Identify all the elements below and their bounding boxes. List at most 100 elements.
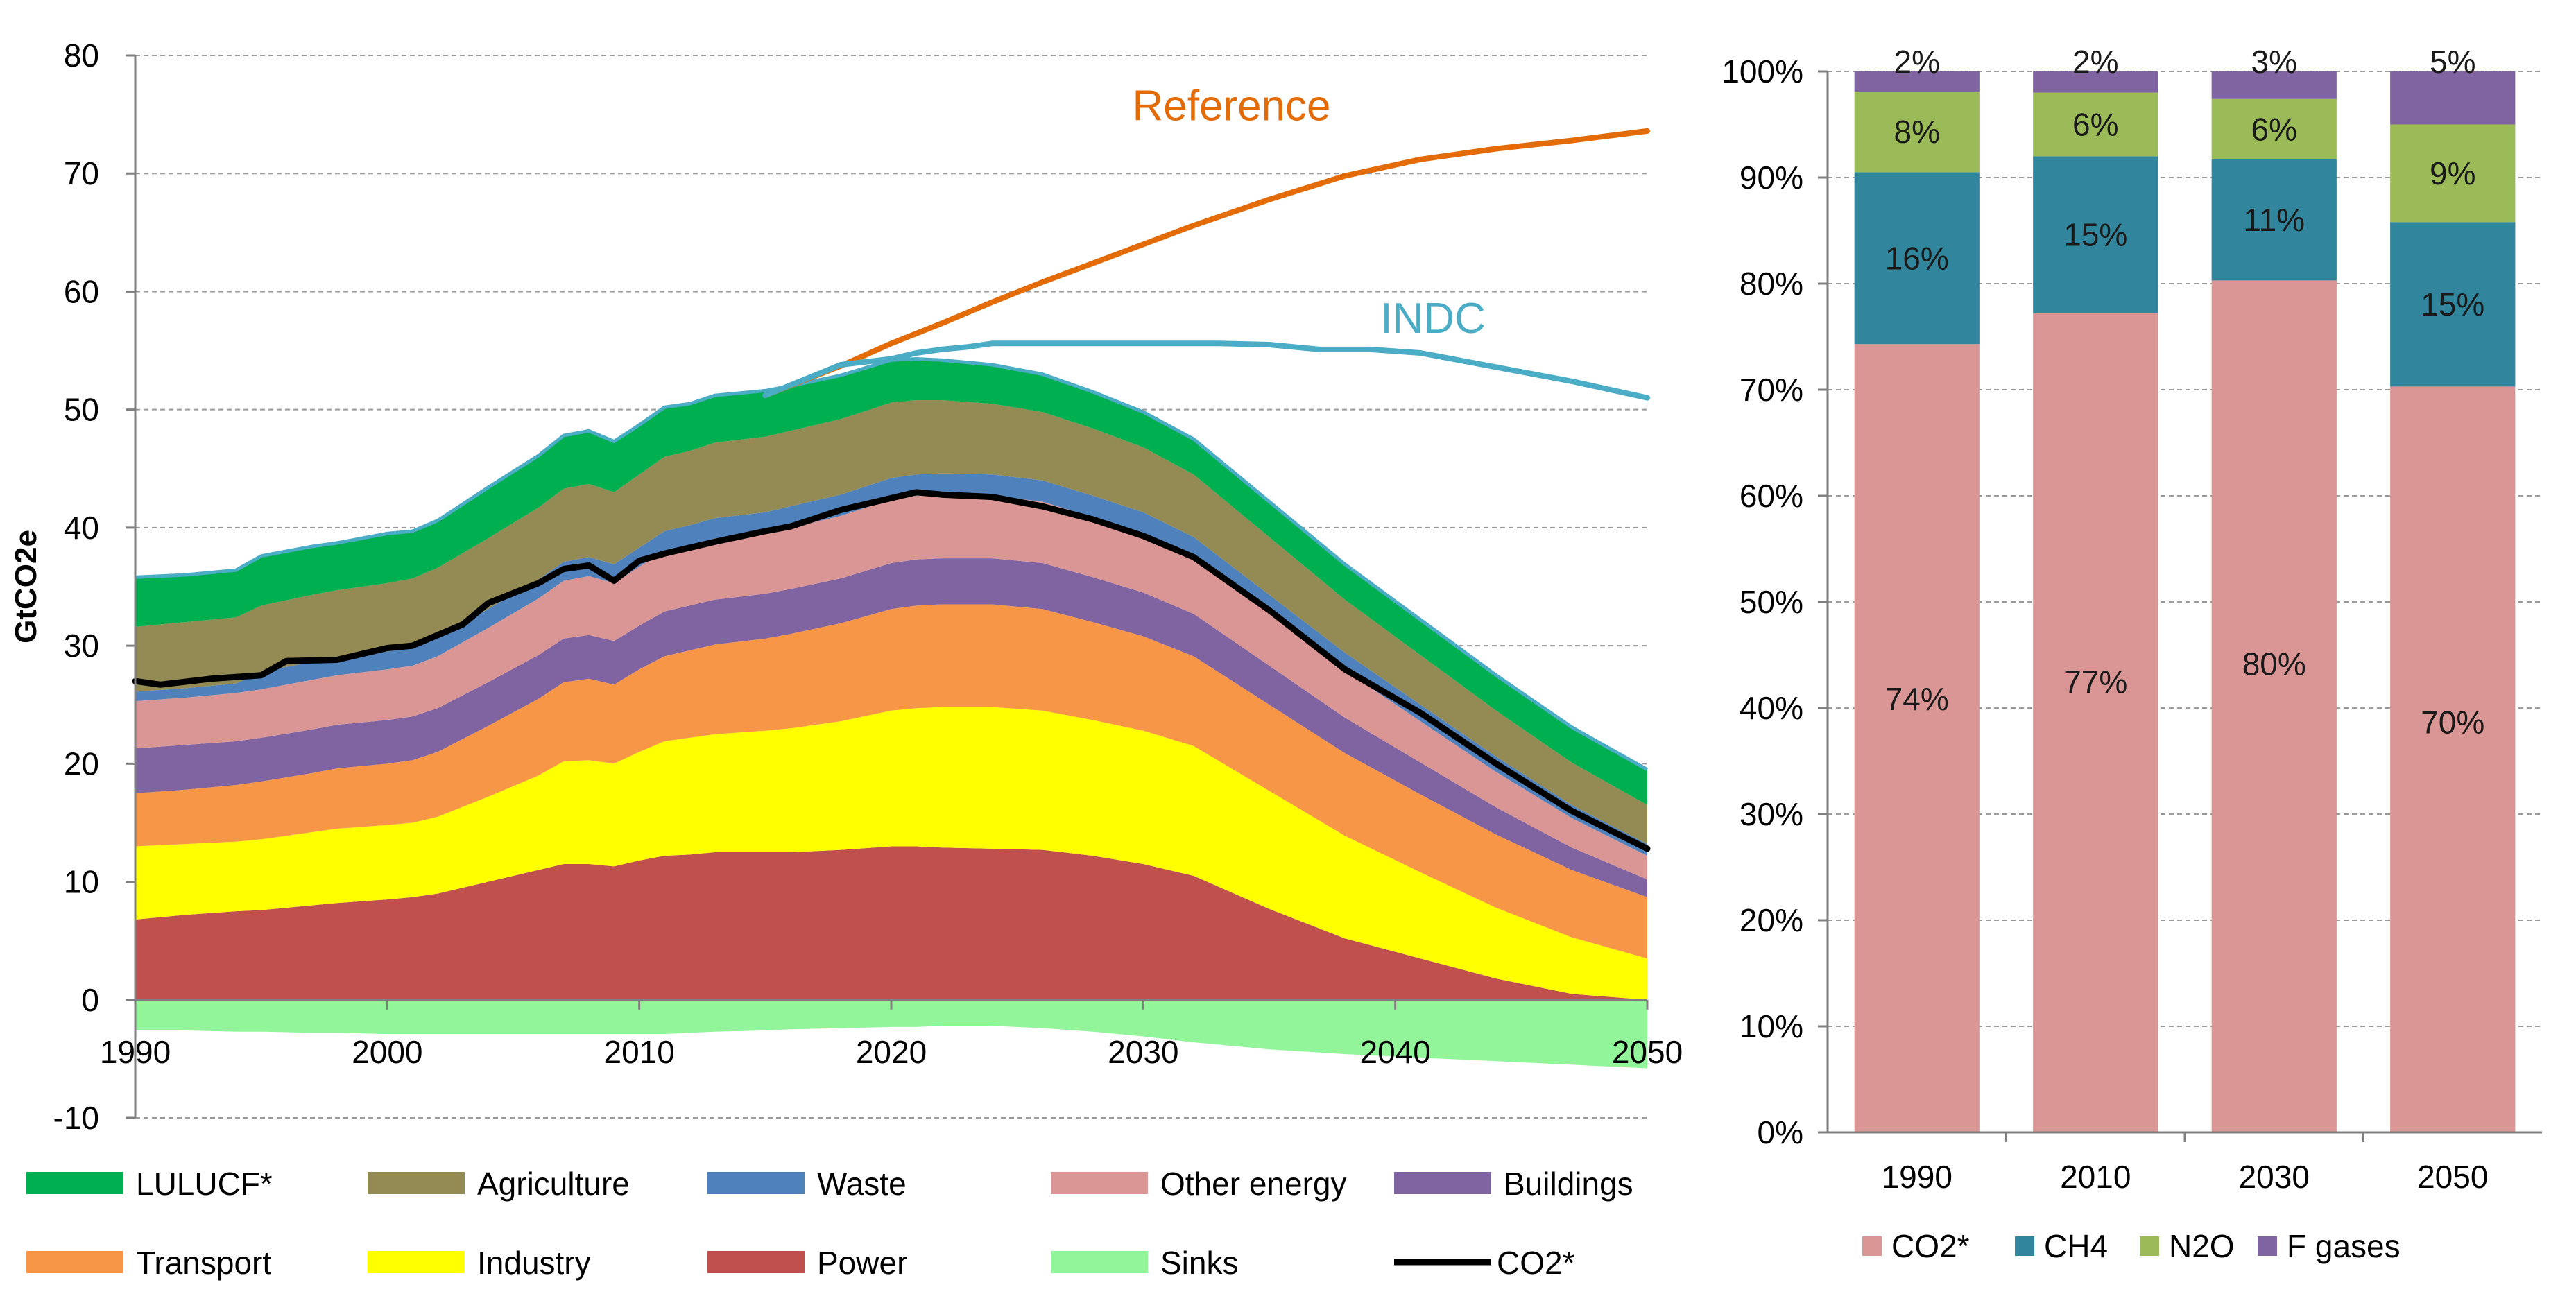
legend-item-n2o: N2O <box>2140 1228 2235 1264</box>
area-industry <box>135 707 1647 1000</box>
legend-item-power: Power <box>707 1245 907 1281</box>
legend-item-other-energy: Other energy <box>1051 1166 1346 1202</box>
legend-label: CO2* <box>1497 1245 1575 1281</box>
bar-n2o-2050 <box>2390 124 2516 223</box>
bar-label-n2o-1990: 8% <box>1894 114 1940 150</box>
bar-label-co2-2050: 70% <box>2421 704 2484 740</box>
right-y-tick-label: 50% <box>1740 584 1803 620</box>
right-y-tick-label: 20% <box>1740 902 1803 938</box>
bar-label-ch4-1990: 16% <box>1885 240 1949 276</box>
bar-label-f-gases-2010: 2% <box>2072 44 2118 80</box>
legend-swatch <box>1051 1251 1148 1273</box>
legend-label: Industry <box>477 1245 591 1281</box>
bar-label-co2-2010: 77% <box>2063 664 2127 700</box>
bar-label-n2o-2030: 6% <box>2251 111 2297 147</box>
left-axes <box>126 54 1649 1119</box>
legend-swatch <box>707 1172 805 1194</box>
right-x-tick-label: 1990 <box>1882 1159 1952 1195</box>
right-y-tick-label: 0% <box>1758 1114 1803 1150</box>
legend-label: LULUCF* <box>136 1166 273 1202</box>
left-x-tick-label: 2050 <box>1612 1034 1683 1070</box>
right-y-tick-label: 40% <box>1740 690 1803 726</box>
legend-label: Buildings <box>1504 1166 1633 1202</box>
left-y-tick-label: 30 <box>64 628 99 664</box>
bar-co2-2030 <box>2211 280 2337 1132</box>
bar-f-gases-1990 <box>1854 71 1980 92</box>
legend-swatch <box>2258 1236 2277 1256</box>
left-x-tick-label: 2020 <box>856 1034 927 1070</box>
legend-label: Waste <box>817 1166 907 1202</box>
bar-ch4-2030 <box>2211 159 2337 281</box>
right-y-tick-label: 70% <box>1740 372 1803 408</box>
bar-label-ch4-2010: 15% <box>2063 217 2127 253</box>
bar-ch4-2010 <box>2033 156 2158 313</box>
left-x-tick-label: 2000 <box>352 1034 422 1070</box>
left-y-tick-label: 50 <box>64 392 99 428</box>
legend-label: Power <box>817 1245 907 1281</box>
bar-n2o-2030 <box>2211 98 2337 159</box>
legend-swatch <box>1051 1172 1148 1194</box>
area-buildings <box>135 558 1647 897</box>
right-bars <box>1854 71 2516 1133</box>
right-y-tick-label: 90% <box>1740 159 1803 196</box>
legend-swatch <box>368 1172 465 1194</box>
area-agriculture <box>135 400 1647 845</box>
area-other-energy <box>135 494 1647 880</box>
left-x-tick-label: 2040 <box>1359 1034 1430 1070</box>
legend-label: Transport <box>136 1245 271 1281</box>
legend-swatch <box>1394 1172 1491 1194</box>
bar-label-f-gases-1990: 2% <box>1894 44 1940 80</box>
right-y-tick-label: 80% <box>1740 266 1803 302</box>
left-y-tick-label: 80 <box>64 37 99 74</box>
right-y-tick-label: 100% <box>1721 53 1803 89</box>
bar-ch4-2050 <box>2390 222 2516 387</box>
legend-item-buildings: Buildings <box>1394 1166 1633 1202</box>
legend-item-sinks: Sinks <box>1051 1245 1238 1281</box>
area-power <box>135 846 1647 1000</box>
legend-label: Agriculture <box>477 1166 630 1202</box>
bar-label-co2-1990: 74% <box>1885 681 1949 717</box>
legend-label: CO2* <box>1891 1228 1970 1264</box>
left-area-series <box>135 359 1647 1069</box>
bar-label-ch4-2030: 11% <box>2243 202 2305 238</box>
left-y-tick-label: 60 <box>64 273 99 309</box>
left-y-tick-label: 0 <box>81 982 99 1018</box>
legend-item-transport: Transport <box>26 1245 271 1281</box>
right-x-tick-label: 2050 <box>2417 1159 2488 1195</box>
bar-label-ch4-2050: 15% <box>2421 286 2484 322</box>
left-y-tick-label: 40 <box>64 510 99 546</box>
gas-share-bar-chart: 0% 10% 20% 30% 40% 50% 60% 70% 80% 90% 100% 1990 201… <box>1721 44 2542 1195</box>
bar-label-f-gases-2050: 5% <box>2430 44 2475 80</box>
legend-item-ch4: CH4 <box>2015 1228 2108 1264</box>
left-line-series <box>132 128 1651 852</box>
bar-co2-2050 <box>2390 386 2516 1133</box>
legend-item-f-gases: F gases <box>2258 1228 2401 1264</box>
legend-swatch <box>707 1251 805 1273</box>
left-x-tick-label: 1990 <box>100 1034 171 1070</box>
bar-label-co2-2030: 80% <box>2242 646 2306 682</box>
right-tick-labels: 0% 10% 20% 30% 40% 50% 60% 70% 80% 90% 100% 1990 201… <box>1721 53 2488 1195</box>
right-y-tick-label: 10% <box>1740 1008 1803 1044</box>
legend-swatch <box>2140 1236 2159 1256</box>
legend-swatch <box>26 1251 123 1273</box>
bar-f-gases-2030 <box>2211 71 2337 99</box>
bar-label-f-gases-2030: 3% <box>2251 44 2297 80</box>
bar-label-n2o-2010: 6% <box>2072 107 2118 143</box>
legend-swatch <box>368 1251 465 1273</box>
legend-item-co2: CO2* <box>1394 1245 1575 1281</box>
total-outline-line <box>135 356 1649 771</box>
left-y-tick-label: 70 <box>64 155 99 191</box>
reference-line-label: Reference <box>1132 83 1330 130</box>
line-reference <box>762 128 1650 399</box>
left-y-tick-label: -10 <box>53 1100 99 1136</box>
right-x-tick-label: 2010 <box>2060 1159 2131 1195</box>
bar-f-gases-2010 <box>2033 71 2158 93</box>
right-x-tick-label: 2030 <box>2239 1159 2310 1195</box>
right-data-labels: 74% 16% 8% 2% 77% 15% 6% 2% 80% 11% 6% 3% 70% 15% 9% 5% <box>1885 44 2485 740</box>
indc-line-label: INDC <box>1380 295 1486 343</box>
left-legend: LULUCF* Agriculture Waste Other energy Build… <box>26 1166 1633 1281</box>
left-x-tick-label: 2030 <box>1108 1034 1178 1070</box>
